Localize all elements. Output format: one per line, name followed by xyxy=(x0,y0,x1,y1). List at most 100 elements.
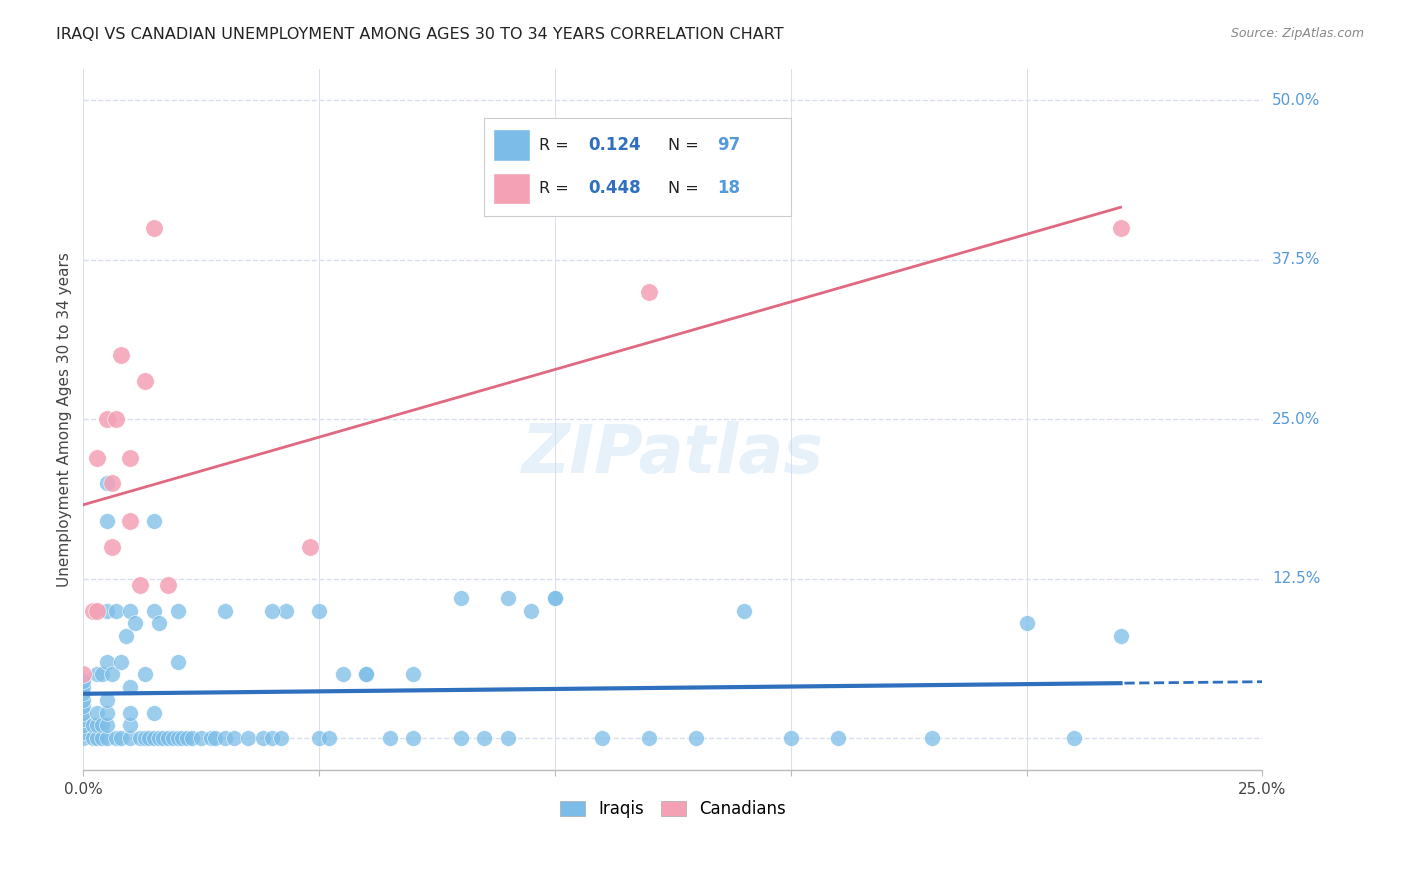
Point xyxy=(72,724,94,739)
Legend: Iraqis, Canadians: Iraqis, Canadians xyxy=(554,794,793,825)
Point xyxy=(143,603,166,617)
Point xyxy=(110,655,132,669)
Point xyxy=(496,731,519,745)
Point xyxy=(827,731,849,745)
Point xyxy=(72,718,94,732)
Point xyxy=(260,731,283,745)
Point xyxy=(450,731,472,745)
Point xyxy=(638,731,661,745)
Point xyxy=(224,731,246,745)
Point xyxy=(143,514,166,528)
Point xyxy=(86,718,108,732)
Point xyxy=(105,603,128,617)
Point xyxy=(166,655,188,669)
Point xyxy=(152,731,174,745)
Point xyxy=(82,731,104,745)
Point xyxy=(779,731,801,745)
Text: 12.5%: 12.5% xyxy=(1272,571,1320,586)
Point xyxy=(1109,221,1132,235)
Point xyxy=(120,680,142,694)
Point xyxy=(114,629,136,643)
Point xyxy=(200,731,222,745)
Point xyxy=(143,221,166,235)
Point xyxy=(72,693,94,707)
Point xyxy=(308,603,330,617)
Point xyxy=(120,514,142,528)
Point xyxy=(1063,731,1085,745)
Point xyxy=(96,693,118,707)
Point xyxy=(86,450,108,465)
Point xyxy=(591,731,613,745)
Point xyxy=(120,718,142,732)
Point xyxy=(472,731,495,745)
Text: ZIPatlas: ZIPatlas xyxy=(522,421,824,487)
Point xyxy=(128,731,150,745)
Point xyxy=(82,603,104,617)
Point xyxy=(134,731,156,745)
Point xyxy=(96,476,118,491)
Point xyxy=(318,731,340,745)
Point xyxy=(120,603,142,617)
Point xyxy=(496,591,519,605)
Point xyxy=(96,655,118,669)
Point xyxy=(128,578,150,592)
Point xyxy=(172,731,194,745)
Point xyxy=(138,731,160,745)
Point xyxy=(166,603,188,617)
Point xyxy=(105,731,128,745)
Point xyxy=(157,578,180,592)
Point xyxy=(96,603,118,617)
Point xyxy=(450,591,472,605)
Point xyxy=(204,731,226,745)
Point xyxy=(96,731,118,745)
Point xyxy=(143,706,166,720)
Point xyxy=(100,476,122,491)
Point xyxy=(72,673,94,688)
Point xyxy=(86,667,108,681)
Text: 50.0%: 50.0% xyxy=(1272,93,1320,108)
Point xyxy=(72,731,94,745)
Point xyxy=(402,667,425,681)
Point xyxy=(72,680,94,694)
Point xyxy=(134,374,156,388)
Point xyxy=(1015,616,1038,631)
Text: 25.0%: 25.0% xyxy=(1272,412,1320,426)
Point xyxy=(252,731,274,745)
Point xyxy=(238,731,260,745)
Point xyxy=(162,731,184,745)
Point xyxy=(143,731,166,745)
Point xyxy=(733,603,755,617)
Point xyxy=(72,699,94,714)
Point xyxy=(72,686,94,700)
Point xyxy=(110,731,132,745)
Point xyxy=(214,603,236,617)
Point xyxy=(685,731,707,745)
Point xyxy=(308,731,330,745)
Point xyxy=(332,667,354,681)
Point xyxy=(190,731,212,745)
Point xyxy=(356,667,378,681)
Point xyxy=(124,616,146,631)
Point xyxy=(356,667,378,681)
Point xyxy=(134,667,156,681)
Point xyxy=(72,667,94,681)
Point xyxy=(91,718,114,732)
Point xyxy=(1109,629,1132,643)
Point xyxy=(96,412,118,426)
Point xyxy=(96,718,118,732)
Point xyxy=(96,514,118,528)
Point xyxy=(120,450,142,465)
Point xyxy=(86,731,108,745)
Point xyxy=(378,731,401,745)
Text: Source: ZipAtlas.com: Source: ZipAtlas.com xyxy=(1230,27,1364,40)
Point xyxy=(82,718,104,732)
Y-axis label: Unemployment Among Ages 30 to 34 years: Unemployment Among Ages 30 to 34 years xyxy=(58,252,72,587)
Point xyxy=(120,706,142,720)
Point xyxy=(260,603,283,617)
Point xyxy=(166,731,188,745)
Point xyxy=(91,667,114,681)
Point xyxy=(274,603,297,617)
Point xyxy=(100,667,122,681)
Point xyxy=(298,540,321,554)
Point xyxy=(72,706,94,720)
